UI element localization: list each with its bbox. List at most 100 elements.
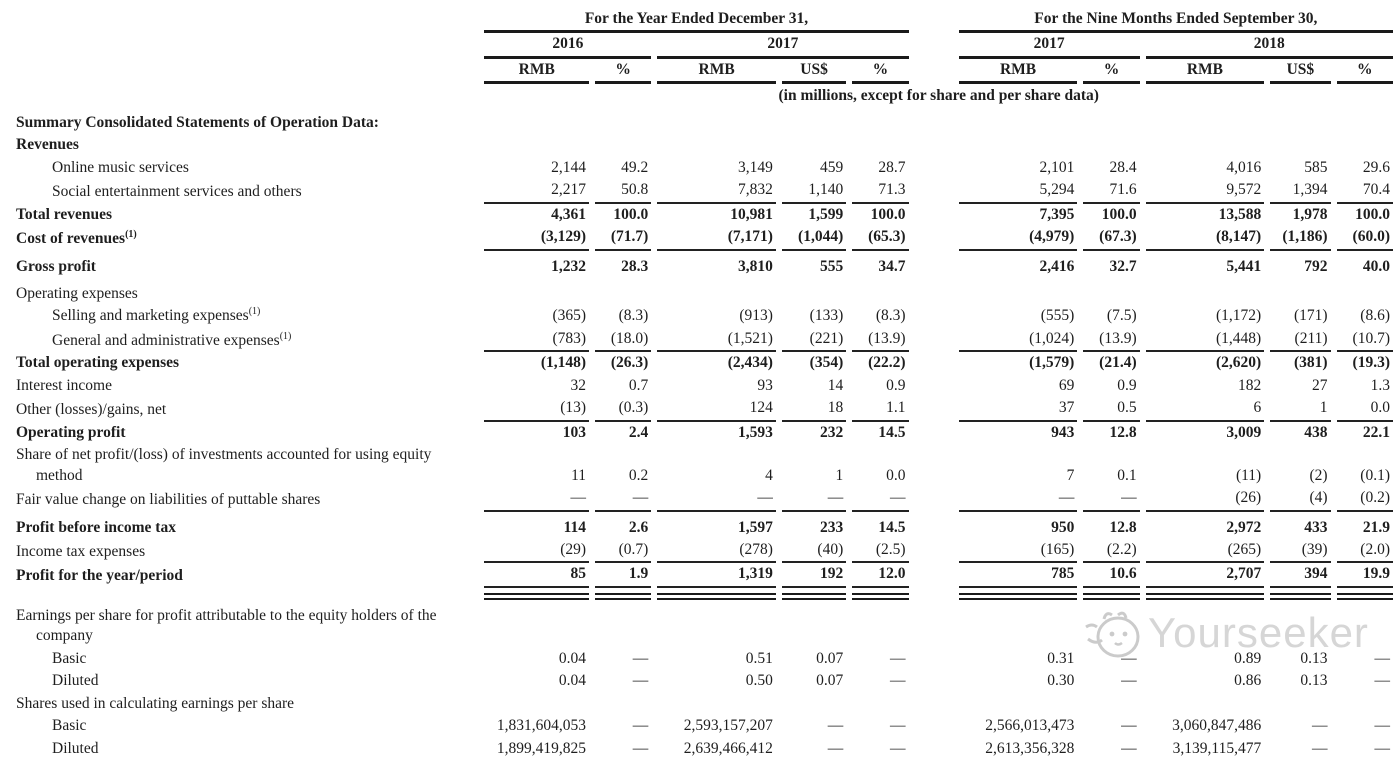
selling-marketing-expenses-y2016-rmb: (365) (552, 307, 587, 325)
column-gap (915, 563, 953, 587)
row-empty-shares-heading (484, 693, 1393, 715)
eps-diluted-n2018-usd: 0.13 (1300, 672, 1328, 690)
social-entertainment-services-n2018-rmb: 9,572 (1145, 179, 1265, 204)
selling-marketing-expenses-n2018-rmb: (1,172) (1216, 307, 1262, 325)
column-gap (915, 375, 953, 397)
gross-profit-n2017-pct: 32.7 (1109, 257, 1137, 275)
column-gap (915, 305, 953, 327)
eps-basic-n2018-pct: — (1374, 649, 1391, 667)
interest-income-y2017-usd: 14 (827, 376, 844, 394)
column-gap (915, 715, 953, 737)
table-row-profit-before-income-tax: Profit before income tax 114 2.6 1,597 233 14… (6, 512, 1393, 539)
total-operating-expenses-n2017-pct: (21.4) (1099, 354, 1137, 372)
unit-header-1-1-2: % (1336, 59, 1393, 85)
eps-diluted-n2018-rmb: 0.86 (1234, 672, 1262, 690)
cost-of-revenues-n2017-rmb: (4,979) (958, 226, 1078, 251)
total-operating-expenses-y2017-pct: (22.2) (868, 354, 906, 372)
row-label-profit-before-income-tax: Profit before income tax (6, 512, 478, 539)
header-unit-row: RMB% RMB US$% RMB% RMB US$% (6, 59, 1393, 85)
eps-diluted-n2017-pct: — (1121, 672, 1137, 690)
header-period-row: For the Year Ended December 31, For the N… (6, 5, 1393, 34)
row-label-operating-expenses-heading: Operating expenses (6, 278, 478, 305)
table-row-selling-marketing-expenses: Selling and marketing expenses(1) (365) (8… (6, 305, 1393, 327)
gross-profit-y2017-usd: 555 (819, 257, 844, 275)
row-label-social-entertainment-services: Social entertainment services and others (6, 179, 478, 203)
online-music-services-n2018-rmb: 4,016 (1226, 158, 1262, 176)
eps-diluted-y2017-rmb: 0.50 (745, 672, 773, 690)
gross-profit-y2017-rmb: 3,810 (738, 257, 773, 275)
row-label-text: Operating expenses (16, 284, 138, 302)
table-row-eps-heading: Earnings per share for profit attributab… (6, 600, 1393, 648)
eps-basic-n2017-pct: — (1121, 649, 1137, 667)
row-label-text: Shares used in calculating earnings per … (16, 694, 295, 712)
row-label-eps-basic: Basic (6, 648, 478, 670)
total-revenues-n2018-pct: 100.0 (1355, 205, 1390, 223)
row-label-text: Total operating expenses (16, 354, 180, 372)
operating-profit-n2018-pct: 22.1 (1362, 423, 1390, 441)
share-net-profit-equity-method-y2016-pct: 0.2 (628, 466, 649, 484)
selling-marketing-expenses-y2017-pct: (8.3) (875, 307, 906, 325)
total-revenues-y2016-rmb: 4,361 (551, 205, 587, 223)
income-tax-expenses-y2017-rmb: (278) (657, 539, 776, 564)
column-gap (915, 204, 953, 226)
header-year-row: 2016 2017 2017 2018 (6, 33, 1393, 59)
operations-data-table: For the Year Ended December 31, For the N… (0, 5, 1399, 760)
footnote-ref: (1) (125, 228, 137, 240)
shares-diluted-n2018-usd: — (1312, 739, 1328, 757)
period-group-year-ended: For the Year Ended December 31, (484, 5, 909, 34)
row-label-text: Profit before income tax (16, 518, 176, 536)
double-rule-n2018-pct (1336, 588, 1393, 600)
other-losses-gains-n2018-pct: 0.0 (1336, 397, 1393, 422)
share-net-profit-equity-method-n2018-rmb: (11) (1235, 466, 1262, 484)
selling-marketing-expenses-n2017-pct: (7.5) (1106, 307, 1137, 325)
cost-of-revenues-y2017-usd: (1,044) (781, 226, 847, 251)
share-net-profit-equity-method-n2017-pct: 0.1 (1117, 466, 1137, 484)
other-losses-gains-y2017-rmb: 124 (657, 397, 776, 422)
total-revenues-y2017-pct: 100.0 (870, 205, 906, 223)
unit-header-0-1-1: US$ (781, 59, 847, 85)
row-label-text: General and administrative expenses (52, 331, 280, 349)
footnote-ref: (1) (279, 330, 292, 342)
row-label-text: Selling and marketing expenses (52, 307, 249, 325)
unit-header-1-1-0: RMB (1145, 59, 1265, 85)
row-empty-summary-title (484, 112, 1393, 134)
header-spacer (6, 33, 478, 58)
row-label-text: Gross profit (16, 257, 96, 275)
row-label-text: Income tax expenses (16, 542, 146, 560)
table-row-social-entertainment-services: Social entertainment services and others… (6, 179, 1393, 204)
share-net-profit-equity-method-n2018-usd: (2) (1309, 466, 1328, 484)
shares-basic-y2017-pct: — (890, 717, 906, 735)
selling-marketing-expenses-n2018-usd: (171) (1293, 307, 1328, 325)
interest-income-n2018-pct: 1.3 (1370, 376, 1390, 394)
profit-for-year-period-n2017-rmb: 785 (958, 563, 1078, 588)
table-row-eps-diluted: Diluted 0.04 — 0.50 0.07 — 0.30 — 0.86 0.13 — (6, 670, 1393, 692)
row-label-text: Online music services (52, 158, 189, 176)
total-revenues-y2016-pct: 100.0 (613, 205, 649, 223)
fair-value-change-puttable-shares-n2018-rmb: (26) (1145, 487, 1265, 512)
row-label-income-tax-expenses: Income tax expenses (6, 539, 478, 563)
row-label-text: Profit for the year/period (16, 567, 183, 585)
selling-marketing-expenses-n2018-pct: (8.6) (1360, 307, 1390, 325)
cost-of-revenues-y2016-pct: (71.7) (595, 226, 652, 251)
double-rule-y2016-pct (595, 588, 652, 600)
year-header-0-2016: 2016 (484, 33, 652, 59)
column-gap (915, 444, 953, 487)
selling-marketing-expenses-n2017-rmb: (555) (1040, 307, 1075, 325)
table-row-gross-profit: Gross profit 1,232 28.3 3,810 555 34.7 2,416 32… (6, 251, 1393, 278)
eps-basic-y2016-rmb: 0.04 (558, 649, 587, 667)
year-header-0-2017: 2017 (657, 33, 909, 59)
cost-of-revenues-n2018-usd: (1,186) (1270, 226, 1331, 251)
shares-diluted-n2018-rmb: 3,139,115,477 (1172, 739, 1262, 757)
share-net-profit-equity-method-y2017-rmb: 4 (765, 466, 773, 484)
column-gap (915, 588, 953, 600)
table-row-cost-of-revenues: Cost of revenues(1) (3,129) (71.7) (7,171)(… (6, 226, 1393, 251)
column-gap (915, 179, 953, 203)
row-label-text: Share of net profit/(loss) of investment… (16, 446, 432, 484)
eps-basic-n2017-rmb: 0.31 (1047, 649, 1075, 667)
total-operating-expenses-y2017-usd: (354) (809, 354, 844, 372)
row-label-gross-profit: Gross profit (6, 251, 478, 278)
total-operating-expenses-y2016-rmb: (1,148) (540, 354, 587, 372)
table-row-income-tax-expenses: Income tax expenses (29) (0.7) (278) (40) (2.… (6, 539, 1393, 564)
double-rule-n2018-rmb (1145, 588, 1265, 600)
eps-basic-y2017-usd: 0.07 (816, 649, 844, 667)
